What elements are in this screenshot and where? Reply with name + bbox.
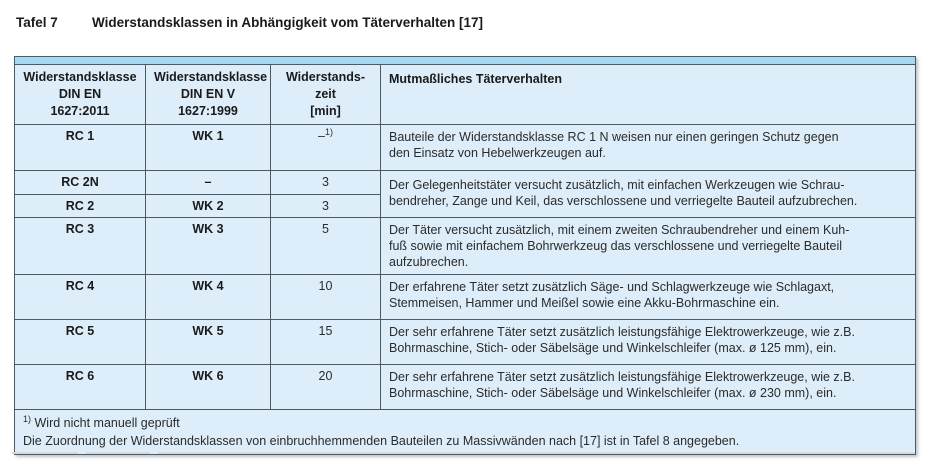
cell-resistance-time: 20 [270,364,381,410]
caption-label: Tafel 7 [16,15,58,30]
top-band-cell [14,56,916,65]
col-header-resistance-time: Widerstands- zeit [min] [270,64,381,125]
table-row-rc1: RC 1 WK 1 –1) Bauteile der Widerstandskl… [14,124,916,171]
table-row-rc2: RC 2 WK 2 3 [14,194,916,218]
cell-behavior-description: Der erfahrene Täter setzt zusätzlich Säg… [380,274,916,320]
col-header-rc-din-2011: Widerstandsklasse DIN EN 1627:2011 [14,64,146,125]
cell-wk-class: WK 1 [145,124,271,171]
table-top-band [14,56,916,65]
cell-resistance-time: –1) [270,124,381,171]
resistance-class-table: Widerstandsklasse DIN EN 1627:2011 Wider… [14,56,916,455]
table-row-rc4: RC 4 WK 4 10 Der erfahrene Täter setzt z… [14,274,916,320]
time-dash: – [318,129,325,143]
footnote-marker: 1) [23,413,32,424]
cell-rc-class: RC 5 [14,319,146,365]
table-row-rc3: RC 3 WK 3 5 Der Täter versucht zusätzlic… [14,217,916,275]
cell-rc-class: RC 4 [14,274,146,320]
cell-behavior-description-merged: Der Gelegenheitstäter versucht zusätzlic… [380,170,916,218]
cell-wk-class: WK 2 [145,194,271,218]
cell-resistance-time: 3 [270,170,381,195]
header-row: Widerstandsklasse DIN EN 1627:2011 Wider… [14,64,916,125]
next-table-edge-segment [12,452,78,454]
cell-wk-class: WK 4 [145,274,271,320]
footnote-marker: 1) [324,126,333,137]
cell-behavior-description: Der sehr erfahrene Täter setzt zusätzlic… [380,364,916,410]
table-row-rc2n: RC 2N – 3 Der Gelegenheitstäter versucht… [14,170,916,218]
cell-resistance-time: 10 [270,274,381,320]
cell-resistance-time: 15 [270,319,381,365]
table-caption: Tafel 7 Widerstandsklassen in Abhängigkei… [16,15,916,30]
cell-rc-class: RC 2N [14,170,146,195]
cell-resistance-time: 5 [270,217,381,275]
footnote-row: 1) Wird nicht manuell geprüft Die Zuordn… [14,409,916,455]
next-table-edge-segment [158,452,915,454]
footnote-cell: 1) Wird nicht manuell geprüft Die Zuordn… [14,409,916,455]
footnote-1-text: Wird nicht manuell geprüft [31,416,180,430]
table-row-rc5: RC 5 WK 5 15 Der sehr erfahrene Täter se… [14,319,916,365]
cell-resistance-time: 3 [270,194,381,218]
cell-rc-class: RC 3 [14,217,146,275]
cell-rc-class: RC 6 [14,364,146,410]
cell-rc-class: RC 1 [14,124,146,171]
table-row-rc6: RC 6 WK 6 20 Der sehr erfahrene Täter se… [14,364,916,410]
col-header-wk-din-1999: Widerstandsklasse DIN EN V 1627:1999 [145,64,271,125]
cell-behavior-description: Der sehr erfahrene Täter setzt zusätzlic… [380,319,916,365]
footnote-2: Die Zuordnung der Widerstandsklassen von… [23,434,740,448]
cell-wk-class: – [145,170,271,195]
next-table-edge [12,452,915,454]
col-header-behavior: Mutmaßliches Täterverhalten [380,64,916,125]
next-table-edge-segment [86,452,150,454]
footnote-1: 1) Wird nicht manuell geprüft [23,414,907,432]
cell-wk-class: WK 6 [145,364,271,410]
cell-wk-class: WK 3 [145,217,271,275]
caption-title: Widerstandsklassen in Abhängigkeit vom T… [92,15,483,30]
cell-rc-class: RC 2 [14,194,146,218]
cell-wk-class: WK 5 [145,319,271,365]
cell-behavior-description: Bauteile der Widerstandsklasse RC 1 N we… [380,124,916,171]
cell-behavior-description: Der Täter versucht zusätzlich, mit einem… [380,217,916,275]
